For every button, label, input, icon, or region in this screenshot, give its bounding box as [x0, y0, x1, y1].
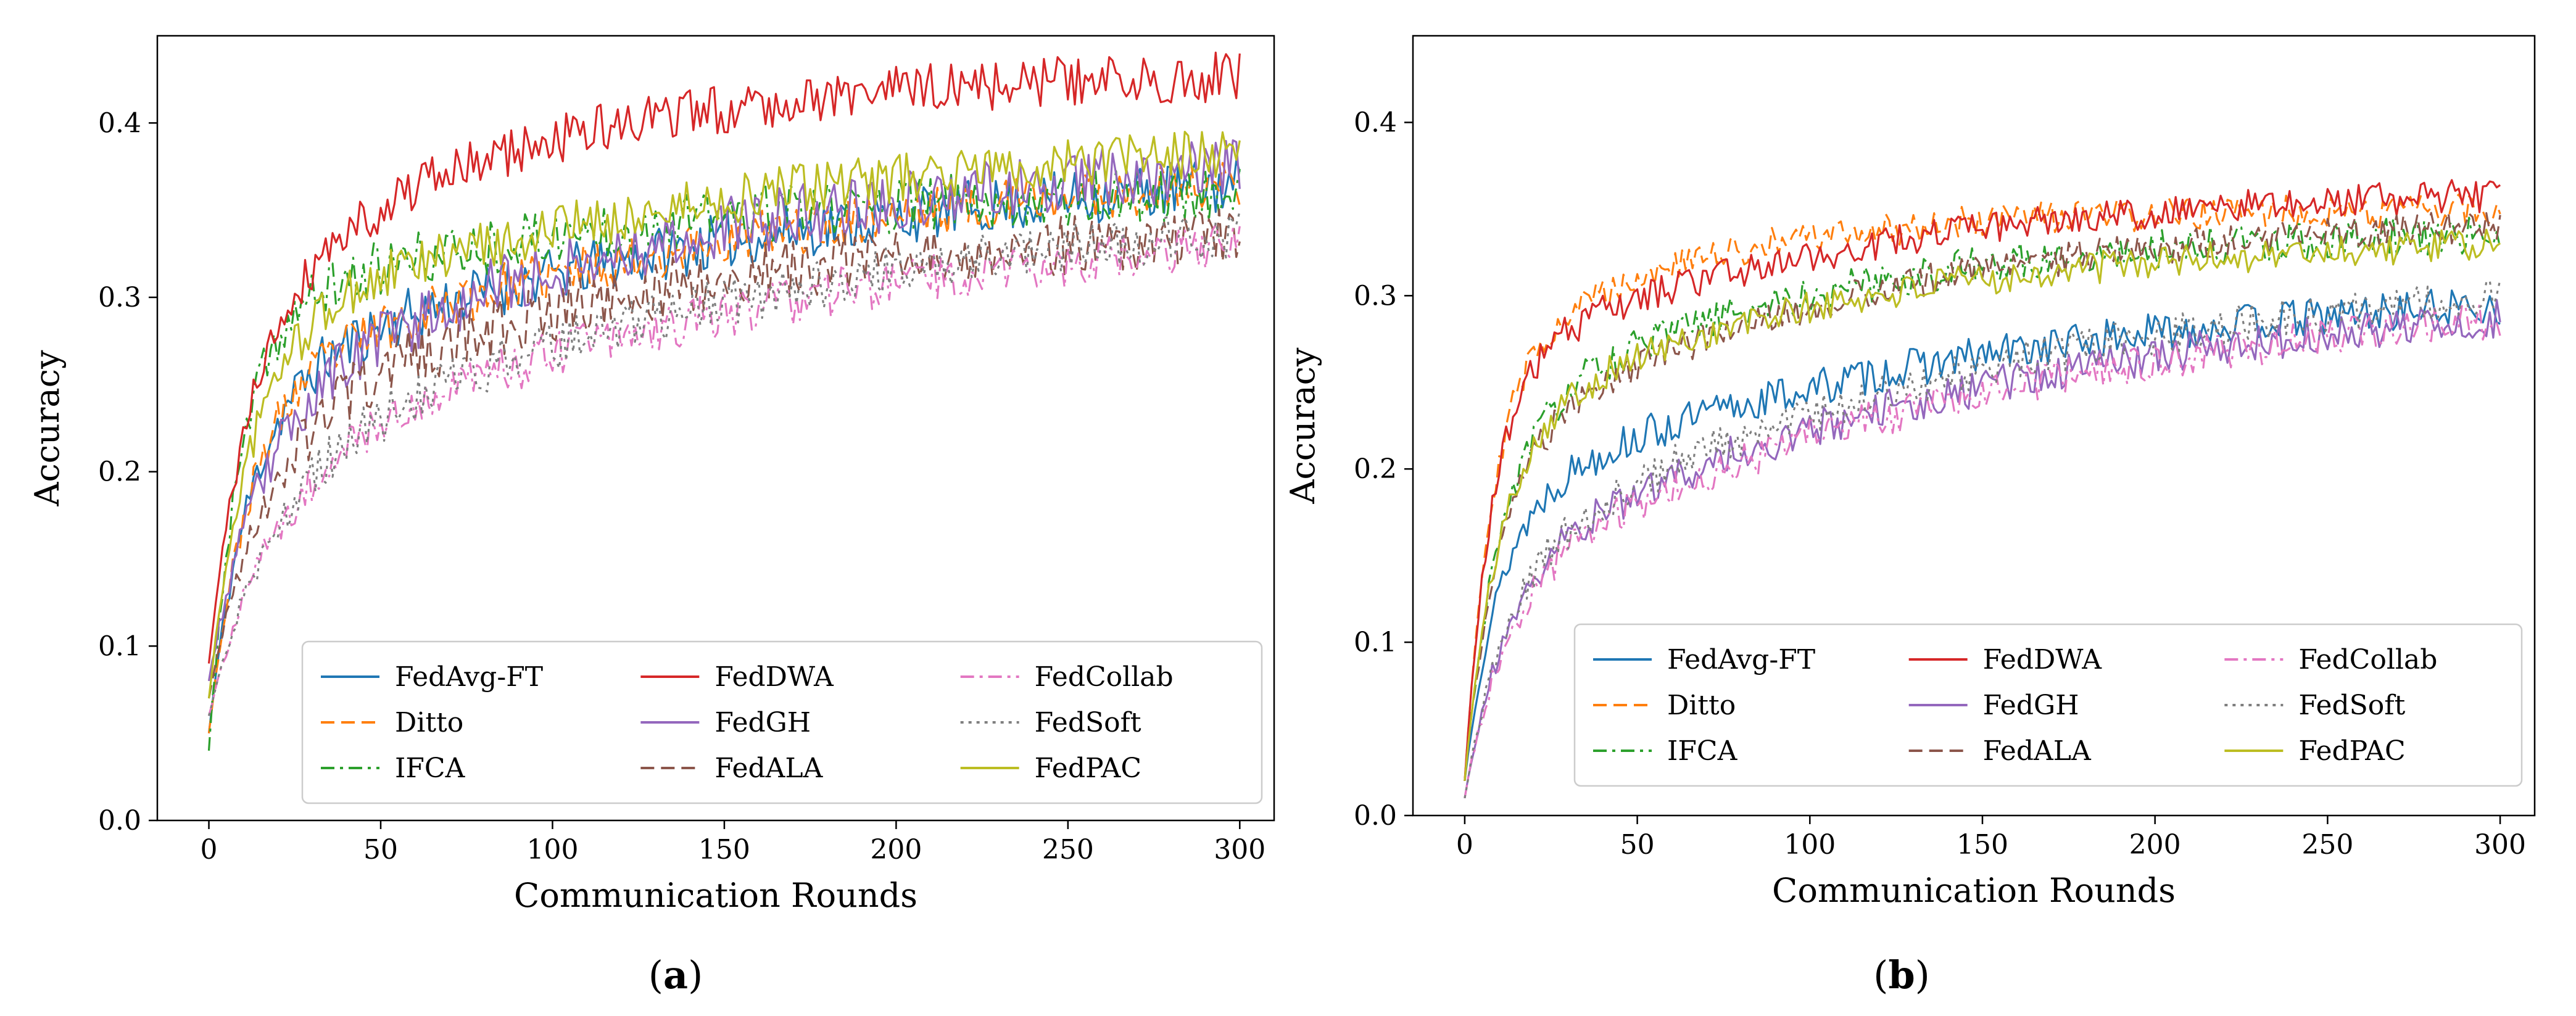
- series-line-feddwa: [207, 51, 1241, 664]
- legend-label: FedDWA: [714, 661, 834, 693]
- legend-label: FedPAC: [1035, 753, 1141, 784]
- legend-item: FedGH: [1908, 690, 2079, 721]
- legend-item: FedAvg-FT: [321, 661, 543, 693]
- x-tick-label: 100: [1784, 829, 1836, 861]
- legend-label: IFCA: [1667, 735, 1738, 767]
- legend-label: Ditto: [1667, 690, 1736, 721]
- x-tick-label: 300: [1214, 834, 1265, 865]
- y-tick-label: 0.2: [98, 456, 141, 488]
- y-tick-label: 0.1: [98, 630, 141, 662]
- legend-label: FedAvg-FT: [395, 661, 543, 693]
- legend-label: FedCollab: [2298, 644, 2437, 675]
- legend-label: Ditto: [395, 707, 463, 738]
- legend-label: FedSoft: [1035, 707, 1141, 738]
- legend-item: FedPAC: [2224, 735, 2406, 767]
- axes-frame: [1412, 35, 2536, 817]
- y-axis-label: Accuracy: [1283, 347, 1322, 505]
- legend-label: FedALA: [1983, 735, 2092, 767]
- x-tick-label: 150: [1957, 829, 2008, 861]
- y-tick-label: 0.1: [1354, 627, 1397, 658]
- legend-label: FedCollab: [1035, 661, 1174, 693]
- series-line-fedsoft: [207, 211, 1241, 716]
- legend-item: FedALA: [1908, 735, 2092, 767]
- legend-item: FedCollab: [960, 661, 1174, 693]
- y-tick-label: 0.0: [98, 805, 141, 836]
- panel-label-letter: a: [663, 952, 688, 997]
- legend: FedAvg-FT Ditto IFCA FedDWA FedGH FedALA FedCo…: [301, 640, 1263, 804]
- legend-item: FedSoft: [960, 707, 1141, 738]
- legend-item: FedDWA: [1908, 644, 2103, 675]
- legend-item: Ditto: [1593, 690, 1736, 721]
- series-line-fedavg-ft: [1464, 289, 2501, 782]
- y-tick-label: 0.3: [1354, 280, 1397, 312]
- x-tick-label: 300: [2474, 829, 2526, 861]
- panel-label-open: (: [648, 952, 663, 997]
- series-line-ifca: [1464, 217, 2501, 781]
- panel-a: 0 50 100 150 200 250 300 0.0 0.1 0.2 0.3 0.4 Communi…: [28, 35, 1275, 997]
- y-tick-label: 0.4: [98, 107, 141, 139]
- y-tick-label: 0.0: [1354, 800, 1397, 832]
- legend-item: Ditto: [321, 707, 463, 738]
- legend-item: IFCA: [1593, 735, 1738, 767]
- legend-item: FedAvg-FT: [1593, 644, 1815, 675]
- series-line-ditto: [1464, 193, 2501, 781]
- series-line-fedpac: [1464, 228, 2501, 781]
- x-tick-label: 200: [2129, 829, 2181, 861]
- legend-label: FedSoft: [2298, 690, 2405, 721]
- legend-label: FedALA: [714, 753, 823, 784]
- series-lines: [1464, 179, 2501, 799]
- series-line-feddwa: [1464, 179, 2501, 781]
- y-tick-label: 0.3: [98, 282, 141, 313]
- panel-label-open: (: [1873, 952, 1888, 997]
- panel-b: 0 50 100 150 200 250 300 0.0 0.1 0.2 0.3 0.4 Communi…: [1283, 35, 2536, 997]
- x-tick-label: 250: [1042, 834, 1094, 865]
- series-lines: [207, 51, 1241, 751]
- panel-label-close: ): [688, 952, 703, 997]
- series-line-fedgh: [207, 139, 1241, 682]
- panel-label: (b): [1873, 952, 1930, 997]
- x-tick-label: 200: [870, 834, 922, 865]
- series-line-fedgh: [1464, 299, 2501, 799]
- legend-item: FedPAC: [960, 753, 1141, 784]
- series-line-ifca: [207, 167, 1241, 751]
- legend-label: FedPAC: [2298, 735, 2405, 767]
- legend-item: FedCollab: [2224, 644, 2437, 675]
- legend-item: IFCA: [321, 753, 466, 784]
- x-tick-label: 250: [2301, 829, 2353, 861]
- series-line-fedpac: [207, 131, 1241, 699]
- legend-label: FedGH: [1983, 690, 2079, 721]
- x-tick-label: 0: [1456, 829, 1473, 861]
- x-tick-label: 100: [526, 834, 578, 865]
- series-line-fedsoft: [1464, 279, 2501, 799]
- legend-box: [1573, 623, 2523, 787]
- series-line-fedcollab: [1464, 304, 2501, 799]
- legend-label: FedAvg-FT: [1667, 644, 1815, 675]
- panel-label-close: ): [1915, 952, 1930, 997]
- legend-item: FedSoft: [2224, 690, 2406, 721]
- y-axis-label: Accuracy: [28, 350, 67, 507]
- legend-item: FedALA: [640, 753, 824, 784]
- x-tick-label: 0: [201, 834, 218, 865]
- x-tick-label: 50: [1620, 829, 1655, 861]
- legend-label: IFCA: [395, 753, 466, 784]
- legend: FedAvg-FT Ditto IFCA FedDWA FedGH FedALA FedCo…: [1573, 623, 2523, 787]
- x-tick-label: 50: [363, 834, 398, 865]
- x-axis-label: Communication Rounds: [514, 876, 917, 915]
- x-axis-label: Communication Rounds: [1772, 871, 2176, 910]
- axes-frame: [156, 35, 1275, 822]
- legend-item: FedDWA: [640, 661, 834, 693]
- legend-label: FedDWA: [1983, 644, 2103, 675]
- panel-label: (a): [648, 952, 703, 997]
- series-line-ditto: [207, 162, 1241, 733]
- panel-label-letter: b: [1888, 952, 1915, 997]
- legend-box: [301, 640, 1263, 804]
- legend-label: FedGH: [714, 707, 811, 738]
- legend-item: FedGH: [640, 707, 811, 738]
- x-tick-label: 150: [698, 834, 750, 865]
- y-tick-label: 0.4: [1354, 107, 1397, 138]
- y-tick-label: 0.2: [1354, 453, 1397, 485]
